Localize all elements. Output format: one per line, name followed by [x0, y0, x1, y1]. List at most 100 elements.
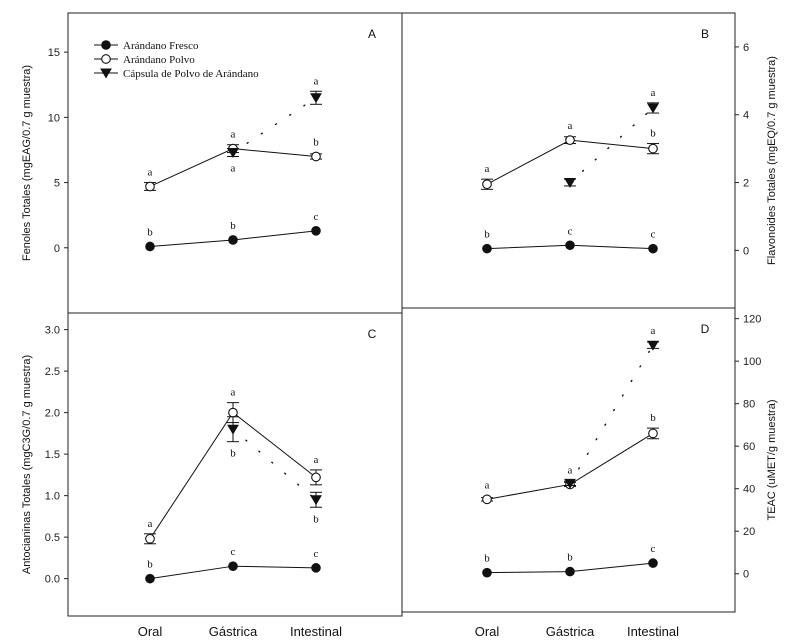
- significance-letter: b: [147, 226, 153, 238]
- data-point: [565, 135, 575, 146]
- data-point: [648, 243, 658, 254]
- data-point: [228, 235, 238, 245]
- significance-letter: a: [568, 464, 573, 476]
- significance-letter: a: [314, 75, 319, 87]
- panel-frame: [401, 307, 736, 613]
- significance-letter: a: [485, 163, 490, 175]
- significance-letter: a: [231, 129, 236, 141]
- significance-letter: a: [231, 163, 236, 175]
- panel-letter: A: [368, 27, 376, 41]
- data-point: [310, 93, 322, 104]
- data-point: [648, 428, 658, 439]
- data-point: [648, 558, 658, 568]
- significance-letter: c: [314, 548, 319, 560]
- y-tick-label: 0.0: [45, 574, 60, 586]
- significance-letter: a: [651, 87, 656, 99]
- x-tick-label: Gástrica: [209, 624, 258, 639]
- data-point: [564, 178, 576, 189]
- y-tick-label: 40: [743, 484, 755, 496]
- data-point: [228, 561, 238, 571]
- significance-letter: a: [148, 166, 153, 178]
- series-line: [486, 139, 654, 185]
- significance-letter: c: [314, 211, 319, 223]
- significance-letter: a: [148, 518, 153, 530]
- data-point: [648, 143, 658, 154]
- x-tick-label: Oral: [475, 624, 500, 639]
- legend-swatch-marker: [100, 68, 112, 79]
- panel-letter: D: [701, 322, 710, 336]
- y-tick-label: 2.5: [45, 366, 60, 378]
- x-tick-label: Intestinal: [627, 624, 679, 639]
- legend-label: Arándano Polvo: [123, 54, 195, 66]
- data-point: [647, 340, 659, 351]
- data-point: [311, 472, 321, 483]
- series-line-dotted: [232, 97, 317, 154]
- panel-b: 0 2 4 6 Flavonoides Totales (mgEQ/0.7 g mues…: [401, 12, 778, 309]
- y-tick-label: 10: [48, 112, 60, 124]
- series-line-dotted: [232, 428, 317, 501]
- panel-a: 0 5 10 15 Fenoles Totales (mgEAG/0.7 g muest…: [21, 12, 403, 314]
- data-point: [311, 226, 321, 236]
- y-tick-label: 100: [743, 356, 761, 368]
- data-point: [565, 566, 575, 577]
- y-tick-label: 2: [743, 178, 749, 190]
- y-axis-label: TEAC (uMET/g muestra): [766, 399, 778, 520]
- data-point: [145, 241, 155, 252]
- panel-c: 0.0 0.5 1.0 1.5 2.0 2.5 3.0 Antocianinas Totale…: [21, 312, 403, 617]
- data-point: [482, 494, 492, 505]
- data-point: [227, 148, 239, 159]
- series-line-dotted: [569, 344, 654, 485]
- significance-letter: b: [484, 553, 490, 565]
- significance-letter: b: [147, 559, 153, 571]
- y-axis-label: Fenoles Totales (mgEAG/0.7 g muestra): [21, 65, 33, 261]
- legend: Arándano Fresco Arándano Polvo Cápsula de …: [94, 40, 259, 80]
- y-tick-label: 0: [743, 245, 749, 257]
- significance-letter: c: [568, 225, 573, 237]
- y-tick-label: 4: [743, 110, 749, 122]
- data-point: [565, 240, 575, 251]
- significance-letter: a: [231, 387, 236, 399]
- y-tick-label: 0: [54, 243, 60, 255]
- legend-swatch-marker: [101, 54, 111, 64]
- data-point: [311, 151, 321, 162]
- panel-frame: [401, 12, 736, 309]
- data-point: [482, 179, 492, 190]
- y-tick-label: 20: [743, 526, 755, 538]
- legend-label: Cápsula de Polvo de Arándano: [123, 68, 259, 80]
- significance-letter: b: [650, 412, 656, 424]
- y-axis-label: Antocianinas Totales (mgC3G/0.7 g muestr…: [21, 355, 33, 574]
- y-tick-label: 1.5: [45, 449, 60, 461]
- significance-letter: c: [231, 546, 236, 558]
- y-tick-label: 0: [743, 569, 749, 581]
- data-point: [145, 181, 155, 192]
- significance-letter: a: [485, 479, 490, 491]
- significance-letter: b: [230, 448, 236, 460]
- legend-label: Arándano Fresco: [123, 40, 199, 52]
- x-tick-label: Oral: [138, 624, 163, 639]
- y-tick-label: 80: [743, 399, 755, 411]
- panel-d: 0 20 40 60 80 100 120 TEAC (uMET/g muestra) Db b c…: [401, 307, 778, 613]
- significance-letter: a: [314, 454, 319, 466]
- significance-letter: c: [651, 543, 656, 555]
- significance-letter: a: [568, 120, 573, 132]
- x-tick-label: Intestinal: [290, 624, 342, 639]
- y-tick-label: 60: [743, 441, 755, 453]
- significance-letter: b: [230, 220, 236, 232]
- data-point: [482, 567, 492, 578]
- x-tick-label: Gástrica: [546, 624, 595, 639]
- data-point: [310, 495, 322, 506]
- significance-letter: b: [313, 136, 319, 148]
- data-point: [145, 573, 155, 584]
- significance-letter: b: [567, 552, 573, 564]
- y-tick-label: 0.5: [45, 532, 60, 544]
- series-line-dotted: [569, 107, 654, 184]
- significance-letter: b: [650, 128, 656, 140]
- data-point: [145, 533, 155, 544]
- significance-letter: b: [484, 229, 490, 241]
- significance-letter: a: [651, 325, 656, 337]
- y-tick-label: 3.0: [45, 325, 60, 337]
- y-tick-label: 15: [48, 47, 60, 59]
- data-point: [482, 243, 492, 254]
- significance-letter: c: [651, 229, 656, 241]
